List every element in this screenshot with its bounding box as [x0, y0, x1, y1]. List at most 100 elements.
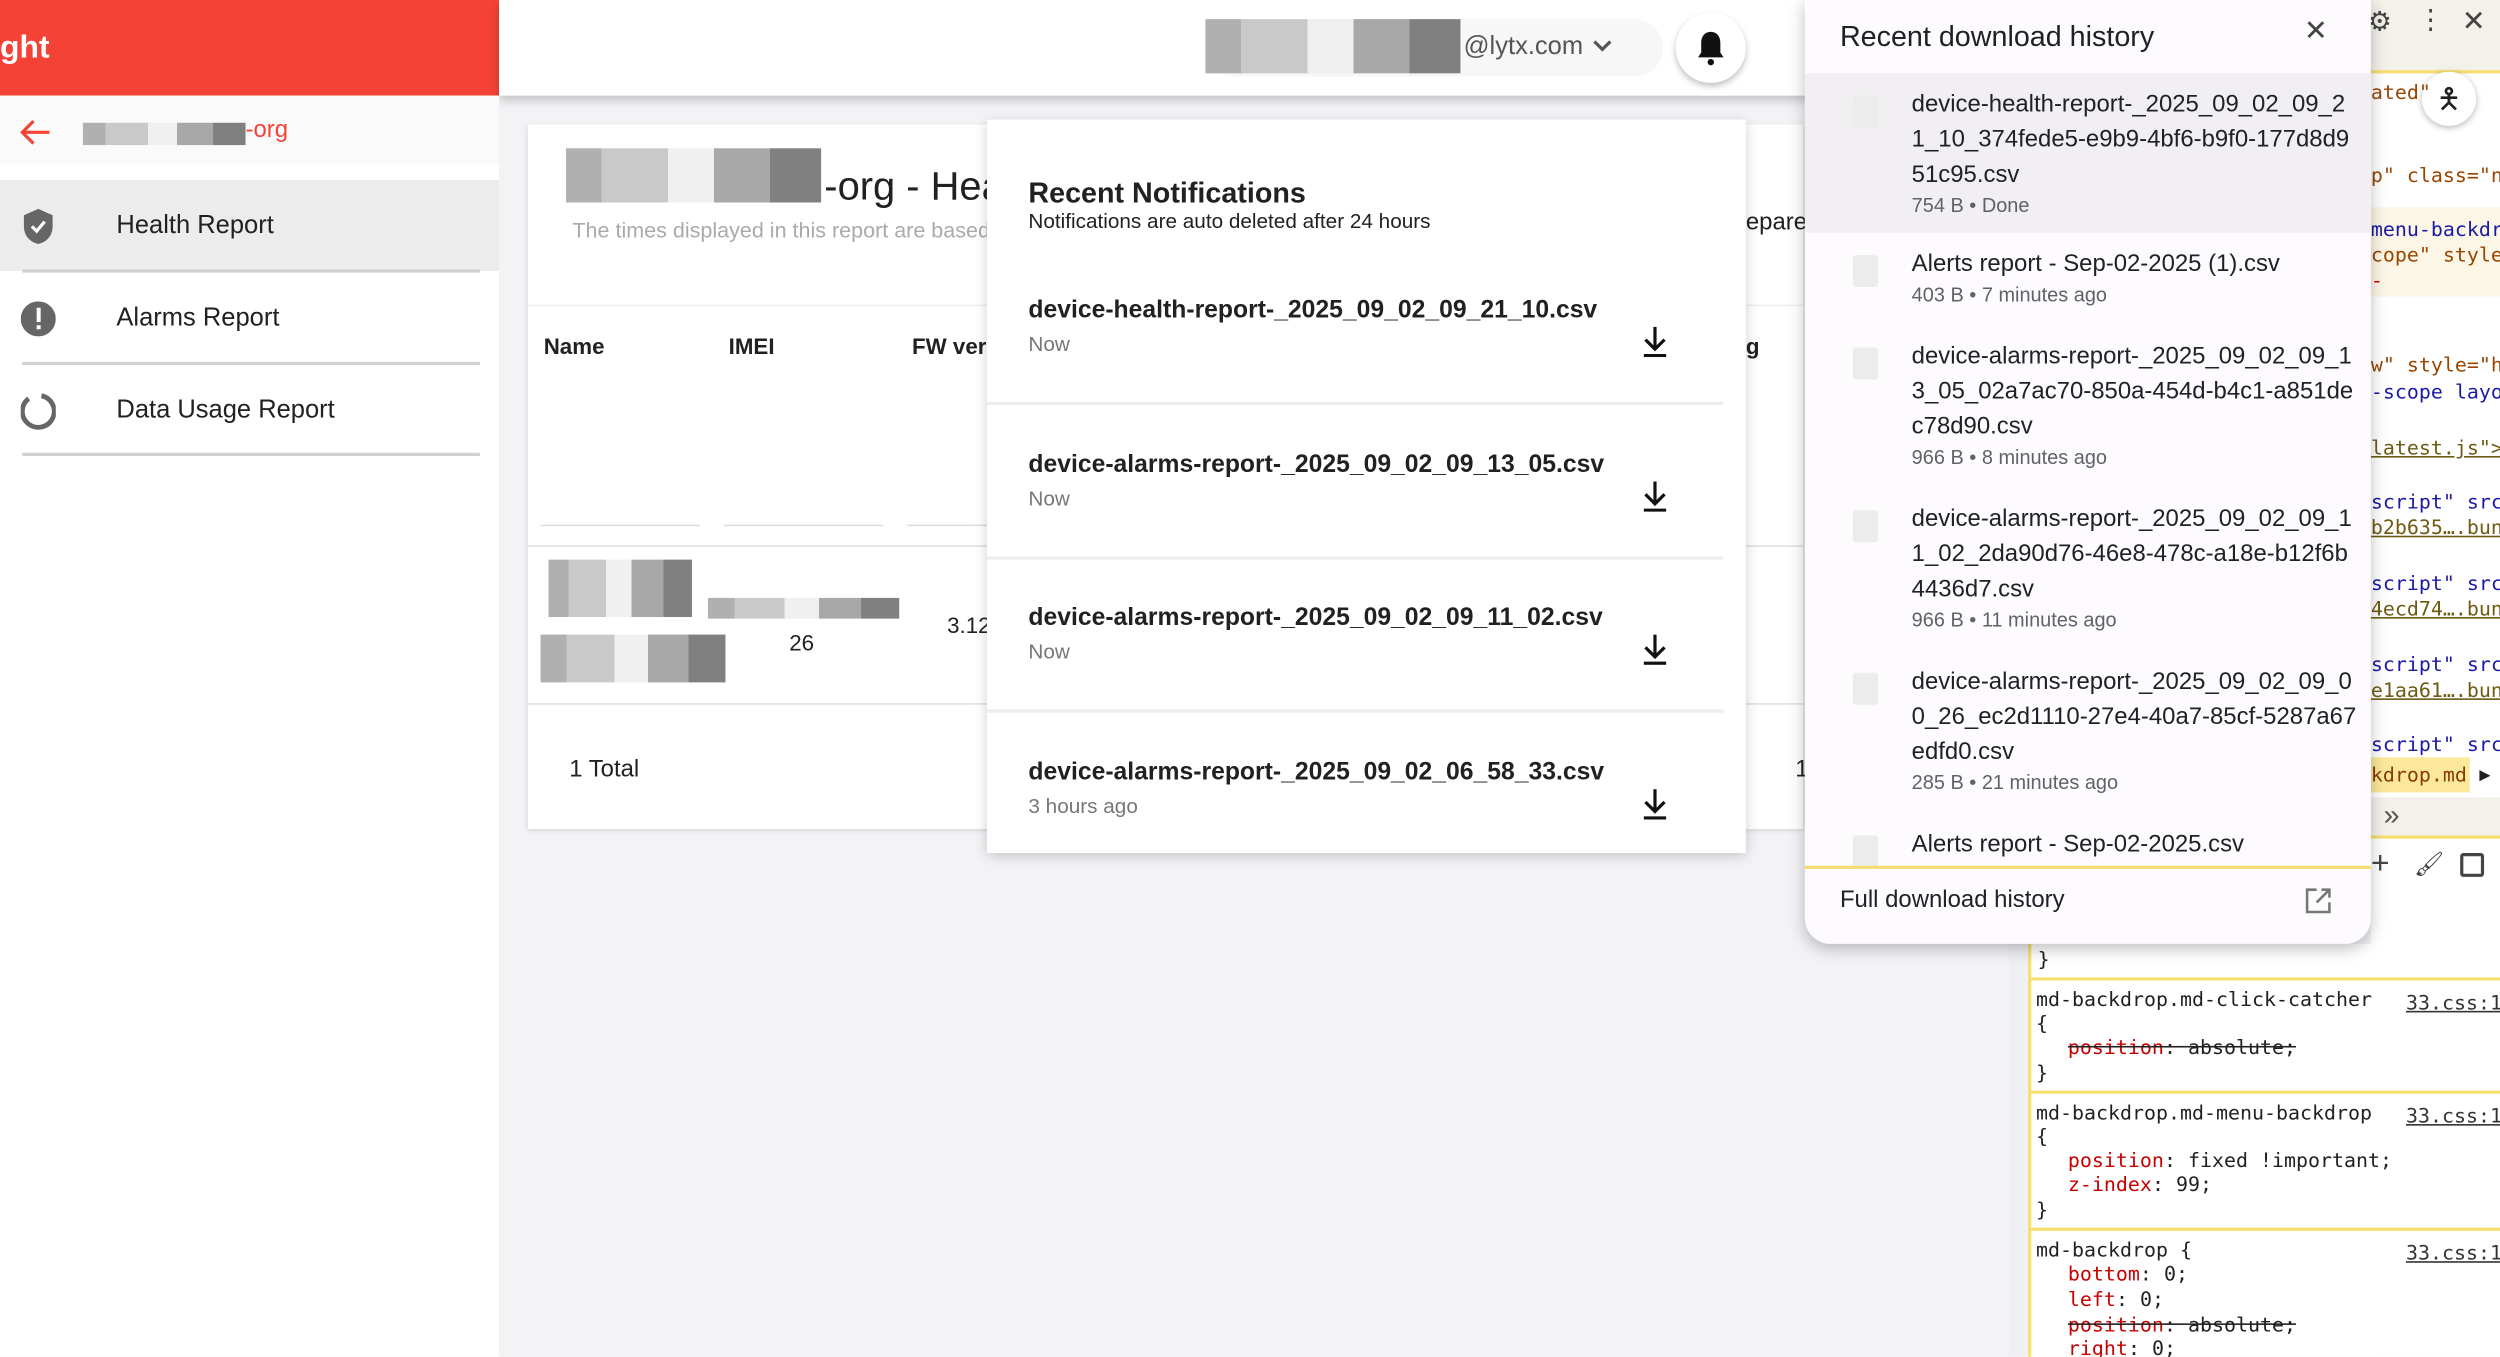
download-meta: 754 B • Done — [1911, 194, 2030, 217]
download-filename: Alerts report - Sep-02-2025.csv — [1911, 830, 2245, 858]
divider — [22, 452, 480, 456]
notification-time: Now — [1028, 331, 1070, 356]
play-icon[interactable]: ▶ — [2469, 757, 2500, 793]
download-icon[interactable] — [1642, 787, 1668, 819]
download-filename: Alerts report - Sep-02-2025 (1).csv — [1911, 250, 2280, 278]
sidebar-toggle-icon[interactable] — [2460, 853, 2485, 877]
add-rule-icon[interactable]: + — [2370, 846, 2390, 882]
css-property[interactable]: left: 0; — [2067, 1286, 2164, 1311]
dom-node-line[interactable]: script" src= — [2370, 731, 2500, 756]
dom-node-line[interactable]: script" src= — [2370, 570, 2500, 595]
css-property[interactable]: z-index: 99; — [2067, 1172, 2212, 1197]
dom-node-line[interactable]: cope" style= — [2370, 242, 2500, 267]
redacted-device-name — [540, 634, 726, 683]
accessibility-icon[interactable]: 🯅 — [2421, 71, 2477, 126]
notification-item: device-alarms-report-_2025_09_02_06_58_3… — [987, 741, 1746, 894]
gear-icon[interactable]: ⚙ — [2367, 6, 2392, 37]
notification-item: device-health-report-_2025_09_02_09_21_1… — [986, 279, 1746, 432]
column-header-imei[interactable]: IMEI — [728, 333, 775, 359]
filter-imei-input[interactable] — [723, 524, 884, 527]
download-item[interactable]: device-health-report-_2025_09_02_09_21_1… — [1804, 73, 2371, 233]
dom-node-line[interactable]: script" src= — [2370, 489, 2500, 514]
download-item[interactable]: device-alarms-report-_2025_09_02_09_11_0… — [1805, 488, 2371, 654]
sidebar-item-alarms-report[interactable]: Alarms Report — [0, 273, 499, 364]
download-icon[interactable] — [1642, 479, 1668, 512]
elements-highlight — [2370, 207, 2500, 297]
download-item[interactable]: device-alarms-report-_2025_09_02_09_13_0… — [1805, 325, 2371, 491]
download-item[interactable]: Alerts report - Sep-02-2025.csv — [1805, 813, 2371, 909]
divider — [2031, 977, 2500, 981]
report-title: -org - Hea — [824, 164, 1004, 209]
column-header-name[interactable]: Name — [543, 333, 605, 359]
css-property-value: 0; — [2139, 1286, 2164, 1311]
filter-fw-input[interactable] — [907, 524, 1003, 527]
imei-cell: 26 — [789, 629, 815, 656]
css-property-value: absolute; — [2187, 1311, 2296, 1336]
css-source-link[interactable]: 33.css:1 — [2405, 990, 2500, 1015]
shield-check-icon — [23, 208, 53, 244]
dom-node-line[interactable]: w" style="h — [2370, 352, 2500, 377]
table-row[interactable]: 26 3.12 — [528, 547, 1804, 703]
css-source-link[interactable]: 33.css:1 — [2405, 1240, 2500, 1265]
css-property-name: bottom — [2067, 1261, 2140, 1286]
dom-node-line[interactable]: 4ecd74….bund — [2370, 596, 2500, 621]
full-download-history-link[interactable]: Full download history — [1805, 869, 2371, 944]
close-icon[interactable]: ✕ — [2461, 4, 2486, 37]
download-history-popup: Recent download history ✕ device-health-… — [1804, 0, 2371, 944]
download-icon[interactable] — [1642, 633, 1668, 665]
close-icon[interactable]: ✕ — [2303, 14, 2328, 47]
dom-node-line[interactable]: e1aa61….bund — [2370, 677, 2500, 702]
brand-text: ght — [0, 30, 50, 66]
notification-time: Now — [1028, 639, 1070, 664]
open-brace: { — [2036, 1123, 2049, 1148]
download-icon[interactable] — [1642, 325, 1668, 358]
paint-icon[interactable]: 🖌 — [2413, 851, 2445, 879]
dom-node-line[interactable]: latest.js"> — [2370, 435, 2500, 460]
app-brand: ght — [0, 0, 500, 96]
dom-node-line[interactable]: - — [2370, 267, 2383, 292]
alert-circle-icon — [20, 301, 56, 337]
download-filename: device-alarms-report-_2025_09_02_09_11_0… — [1911, 505, 2352, 603]
download-filename: device-alarms-report-_2025_09_02_09_00_2… — [1911, 668, 2357, 766]
org-back-row[interactable]: -org — [0, 95, 500, 165]
css-property[interactable]: bottom: 0; — [2067, 1261, 2188, 1286]
breadcrumb-item[interactable]: kdrop.md — [2370, 762, 2467, 787]
redacted-device-name — [548, 559, 692, 618]
css-selector[interactable]: md-backdrop.md-menu-backdrop — [2036, 1099, 2373, 1124]
open-in-new-icon — [2305, 888, 2331, 914]
download-meta: 966 B • 8 minutes ago — [1911, 446, 2108, 469]
dom-node-line[interactable]: b2b635….bund — [2370, 514, 2500, 539]
css-property-value: fixed !important; — [2187, 1147, 2392, 1172]
user-menu-button[interactable]: @lytx.com — [1205, 19, 1663, 77]
sidebar-item-label: Data Usage Report — [116, 397, 335, 425]
download-item[interactable]: device-alarms-report-_2025_09_02_09_00_2… — [1805, 651, 2371, 817]
dom-node-line[interactable]: ated" — [2370, 79, 2431, 104]
back-arrow-icon[interactable] — [19, 118, 51, 147]
css-property[interactable]: right: 0; — [2068, 1336, 2176, 1356]
file-icon — [1852, 95, 1879, 128]
dom-node-line[interactable]: menu-backdro — [2370, 216, 2500, 241]
notifications-button[interactable] — [1675, 12, 1746, 83]
fw-cell: 3.12 — [947, 612, 991, 638]
css-property[interactable]: position: fixed !important; — [2067, 1147, 2392, 1172]
notifications-title: Recent Notifications — [1028, 176, 1306, 209]
tabs-overflow[interactable]: » — [2370, 797, 2500, 839]
sidebar-item-data-usage-report[interactable]: Data Usage Report — [0, 365, 499, 456]
download-item[interactable]: Alerts report - Sep-02-2025 (1).csv 403 … — [1805, 233, 2371, 329]
css-selector[interactable]: md-backdrop.md-click-catcher — [2036, 986, 2373, 1011]
download-filename: device-health-report-_2025_09_02_09_21_1… — [1911, 90, 2350, 189]
sidebar-item-health-report[interactable]: Health Report — [0, 180, 500, 272]
divider — [986, 401, 1724, 405]
css-property[interactable]: position: absolute; — [2067, 1034, 2296, 1059]
css-selector[interactable]: md-backdrop { — [2036, 1237, 2193, 1262]
sidebar-item-label: Health Report — [116, 212, 274, 240]
dom-node-line[interactable]: -scope layo — [2370, 379, 2500, 404]
download-meta: 966 B • 11 minutes ago — [1911, 609, 2117, 632]
column-header-fw-version[interactable]: FW vers — [911, 333, 999, 359]
more-vert-icon[interactable]: ⋮ — [2417, 4, 2445, 36]
filter-name-input[interactable] — [540, 524, 700, 527]
dom-node-line[interactable]: p" class="n — [2370, 162, 2500, 187]
css-source-link[interactable]: 33.css:1 — [2405, 1102, 2500, 1127]
css-property[interactable]: position: absolute; — [2067, 1311, 2296, 1336]
dom-node-line[interactable]: script" src= — [2370, 652, 2500, 677]
